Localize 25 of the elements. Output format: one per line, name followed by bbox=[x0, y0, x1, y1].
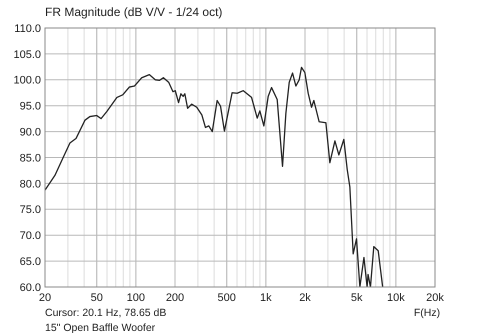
text: Cursor: 20.1 Hz, 78.65 dB bbox=[45, 307, 166, 319]
y-tick-label: 110.0 bbox=[14, 22, 41, 35]
x-tick-label: 10k bbox=[386, 292, 406, 304]
x-tick-label: 20 bbox=[38, 292, 52, 304]
y-tick-label: 80.0 bbox=[20, 178, 41, 190]
x-tick-label: 5k bbox=[350, 292, 364, 304]
x-tick-label: 2k bbox=[299, 292, 312, 304]
y-tick-label: 85.0 bbox=[20, 152, 41, 164]
x-axis-title: F(Hz) bbox=[414, 307, 440, 319]
x-tick-label: 100 bbox=[126, 292, 146, 304]
x-tick-label: 200 bbox=[166, 292, 184, 304]
y-tick-label: 70.0 bbox=[20, 230, 41, 242]
y-tick-label: 75.0 bbox=[20, 204, 41, 216]
y-tick-label: 100.0 bbox=[13, 74, 41, 87]
y-tick-label: 90.0 bbox=[20, 126, 41, 138]
text: 15" Open Baffle Woofer bbox=[45, 322, 156, 333]
x-tick-label: 20k bbox=[426, 292, 444, 304]
x-tick-label: 500 bbox=[218, 292, 236, 304]
y-tick-label: 60.0 bbox=[20, 282, 41, 294]
y-tick-label: 65.0 bbox=[20, 256, 41, 268]
x-tick-label: 50 bbox=[90, 292, 103, 304]
chart-title: FR Magnitude (dB V/V - 1/24 oct) bbox=[45, 5, 222, 19]
x-tick-label: 1k bbox=[260, 292, 272, 304]
y-tick-label: 105.0 bbox=[13, 48, 41, 61]
y-tick-label: 95.0 bbox=[20, 100, 41, 113]
